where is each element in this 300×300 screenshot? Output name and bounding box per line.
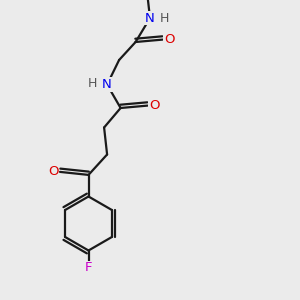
Text: N: N <box>102 78 112 91</box>
Text: N: N <box>145 11 155 25</box>
Text: O: O <box>149 99 160 112</box>
Text: H: H <box>88 77 98 90</box>
Text: O: O <box>48 165 59 178</box>
Text: H: H <box>160 12 169 25</box>
Text: F: F <box>85 261 92 274</box>
Text: O: O <box>164 33 175 46</box>
